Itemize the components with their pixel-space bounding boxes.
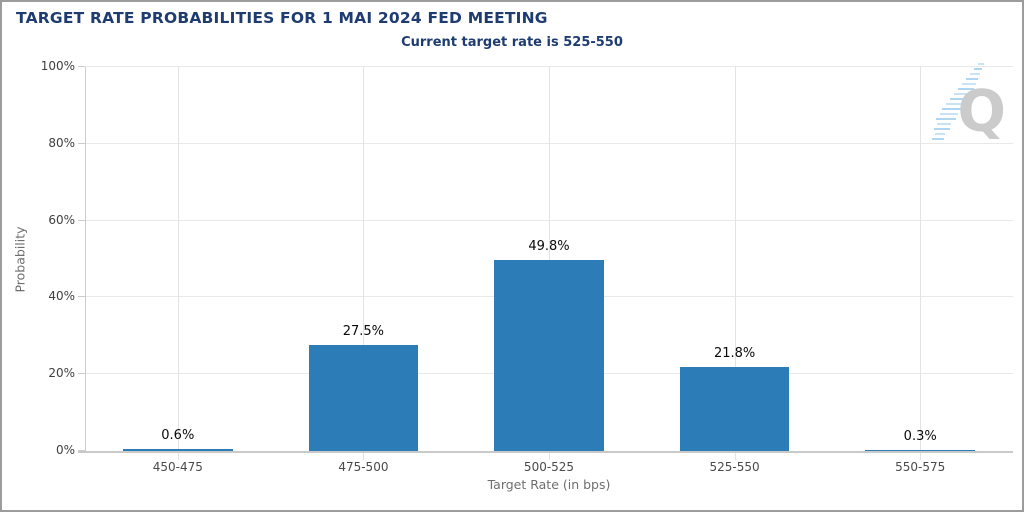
bar-value-label: 0.3% [903, 428, 937, 444]
x-axis-line [78, 451, 1013, 453]
bar-550-575 [865, 449, 975, 451]
bar-525-550 [679, 367, 790, 451]
y-tick-mark [78, 450, 85, 451]
bar-500-525 [494, 259, 604, 451]
y-tick-label: 80% [48, 135, 75, 150]
y-tick-label: 60% [48, 212, 75, 227]
x-tick-label: 550-575 [895, 460, 946, 474]
v-gridline [920, 67, 922, 460]
v-gridline [177, 67, 179, 460]
x-axis-title: Target Rate (in bps) [487, 477, 611, 492]
y-axis-title: Probability [12, 225, 28, 293]
x-tick-label: 475-500 [338, 460, 389, 474]
y-axis-line [85, 67, 86, 451]
x-tick-label: 525-550 [709, 460, 760, 474]
bar-value-label: 0.6% [161, 427, 195, 443]
y-tick-label: 40% [48, 289, 75, 304]
chart-title: TARGET RATE PROBABILITIES FOR 1 MAI 2024… [16, 9, 548, 27]
h-gridline [85, 66, 1013, 67]
bar-475-500 [308, 345, 419, 451]
y-tick-label: 100% [40, 59, 75, 73]
bar-450-475 [123, 448, 233, 451]
v-gridline [363, 67, 365, 460]
logo-dashes-icon [932, 63, 984, 140]
bar-value-label: 21.8% [713, 346, 756, 362]
x-tick-label: 450-475 [152, 460, 203, 474]
logo-watermark: Q [924, 62, 1006, 144]
y-tick-label: 20% [48, 366, 75, 381]
y-tick-mark [78, 142, 85, 144]
chart-subtitle: Current target rate is 525-550 [401, 35, 623, 50]
y-tick-mark [78, 219, 85, 221]
y-tick-mark [78, 373, 85, 375]
bar-value-label: 49.8% [528, 238, 570, 254]
bar-value-label: 27.5% [342, 324, 385, 340]
y-tick-label: 0% [55, 443, 75, 457]
logo-q-letter: Q [957, 79, 1006, 145]
v-gridline [734, 67, 736, 460]
y-axis-title-wrap: Probability [9, 67, 31, 451]
y-tick-mark [78, 66, 85, 67]
plot-area: Probability 0% 20% 40% 60% 80% 100% 0.6% 450-4… [13, 60, 1013, 492]
x-tick-label: 500-525 [523, 460, 575, 474]
y-tick-mark [78, 296, 85, 298]
